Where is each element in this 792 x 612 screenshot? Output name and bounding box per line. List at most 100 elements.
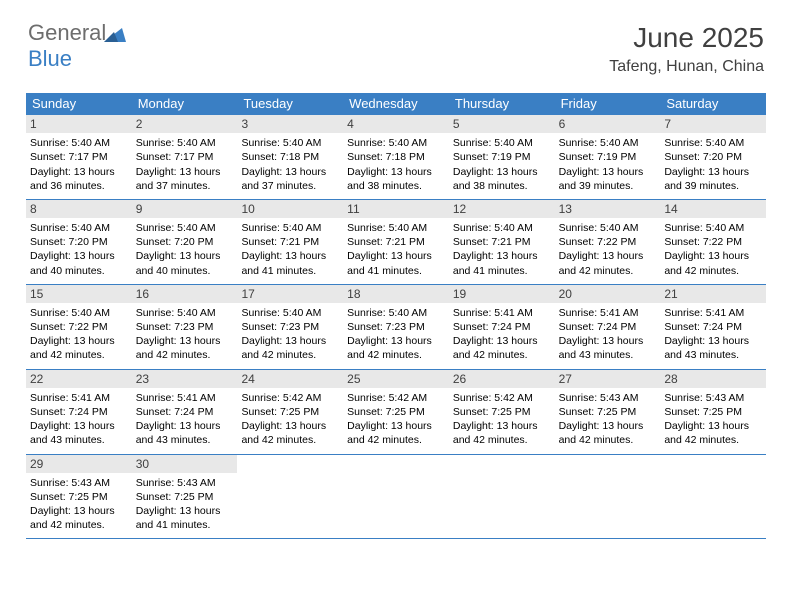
sunset-text: Sunset: 7:21 PM: [241, 235, 339, 249]
day1-text: Daylight: 13 hours: [136, 334, 234, 348]
day2-text: and 42 minutes.: [453, 348, 551, 362]
weekday-header: Thursday: [449, 93, 555, 115]
day-number: 13: [555, 200, 661, 218]
calendar-week: 8Sunrise: 5:40 AMSunset: 7:20 PMDaylight…: [26, 200, 766, 285]
day1-text: Daylight: 13 hours: [136, 165, 234, 179]
calendar-day: 18Sunrise: 5:40 AMSunset: 7:23 PMDayligh…: [343, 285, 449, 369]
calendar-day: 1Sunrise: 5:40 AMSunset: 7:17 PMDaylight…: [26, 115, 132, 199]
day1-text: Daylight: 13 hours: [241, 165, 339, 179]
calendar-day: 7Sunrise: 5:40 AMSunset: 7:20 PMDaylight…: [660, 115, 766, 199]
day-number: 12: [449, 200, 555, 218]
sunset-text: Sunset: 7:24 PM: [136, 405, 234, 419]
calendar-day: 10 Sunrise: 5:40 AMSunset: 7:21 PMDayligh…: [237, 200, 343, 284]
sunset-text: Sunset: 7:18 PM: [241, 150, 339, 164]
calendar-day: 12Sunrise: 5:40 AMSunset: 7:21 PMDayligh…: [449, 200, 555, 284]
day-number: 23: [132, 370, 238, 388]
sunset-text: Sunset: 7:25 PM: [453, 405, 551, 419]
sunset-text: Sunset: 7:19 PM: [559, 150, 657, 164]
sunrise-text: Sunrise: 5:40 AM: [136, 136, 234, 150]
sunset-text: Sunset: 7:23 PM: [241, 320, 339, 334]
sunrise-text: Sunrise: 5:40 AM: [30, 306, 128, 320]
day1-text: Daylight: 13 hours: [30, 165, 128, 179]
sunset-text: Sunset: 7:23 PM: [136, 320, 234, 334]
day-number: 21: [660, 285, 766, 303]
weekday-header: Monday: [132, 93, 238, 115]
logo-text-1: General: [28, 20, 106, 45]
calendar-day-empty: [343, 455, 449, 539]
day-number: 29: [26, 455, 132, 473]
day-number: 20: [555, 285, 661, 303]
calendar-week: 22Sunrise: 5:41 AMSunset: 7:24 PMDayligh…: [26, 370, 766, 455]
sunset-text: Sunset: 7:25 PM: [136, 490, 234, 504]
weekday-header-row: Sunday Monday Tuesday Wednesday Thursday…: [26, 93, 766, 115]
day1-text: Daylight: 13 hours: [241, 249, 339, 263]
sunrise-text: Sunrise: 5:42 AM: [347, 391, 445, 405]
sunset-text: Sunset: 7:25 PM: [559, 405, 657, 419]
day2-text: and 43 minutes.: [30, 433, 128, 447]
calendar-day: 14Sunrise: 5:40 AMSunset: 7:22 PMDayligh…: [660, 200, 766, 284]
calendar-day-empty: [237, 455, 343, 539]
day1-text: Daylight: 13 hours: [453, 249, 551, 263]
logo: General Blue: [28, 20, 126, 72]
calendar-day: 8Sunrise: 5:40 AMSunset: 7:20 PMDaylight…: [26, 200, 132, 284]
sunrise-text: Sunrise: 5:40 AM: [241, 221, 339, 235]
sunset-text: Sunset: 7:20 PM: [136, 235, 234, 249]
day-number: 4: [343, 115, 449, 133]
day1-text: Daylight: 13 hours: [664, 419, 762, 433]
sunrise-text: Sunrise: 5:41 AM: [559, 306, 657, 320]
sunset-text: Sunset: 7:23 PM: [347, 320, 445, 334]
day-number: 16: [132, 285, 238, 303]
day1-text: Daylight: 13 hours: [347, 165, 445, 179]
sunrise-text: Sunrise: 5:40 AM: [30, 221, 128, 235]
sunrise-text: Sunrise: 5:42 AM: [241, 391, 339, 405]
sunset-text: Sunset: 7:22 PM: [559, 235, 657, 249]
day1-text: Daylight: 13 hours: [664, 334, 762, 348]
day2-text: and 42 minutes.: [30, 348, 128, 362]
day2-text: and 42 minutes.: [30, 518, 128, 532]
day-number: 18: [343, 285, 449, 303]
day1-text: Daylight: 13 hours: [30, 504, 128, 518]
calendar-day: 4Sunrise: 5:40 AMSunset: 7:18 PMDaylight…: [343, 115, 449, 199]
day2-text: and 43 minutes.: [136, 433, 234, 447]
sunrise-text: Sunrise: 5:40 AM: [559, 221, 657, 235]
day2-text: and 37 minutes.: [136, 179, 234, 193]
day2-text: and 42 minutes.: [664, 264, 762, 278]
sunrise-text: Sunrise: 5:40 AM: [241, 136, 339, 150]
day-number: 10: [237, 200, 343, 218]
calendar-day: 16Sunrise: 5:40 AMSunset: 7:23 PMDayligh…: [132, 285, 238, 369]
sunrise-text: Sunrise: 5:40 AM: [241, 306, 339, 320]
day-number: 28: [660, 370, 766, 388]
calendar-day: 11Sunrise: 5:40 AMSunset: 7:21 PMDayligh…: [343, 200, 449, 284]
day-number: 3: [237, 115, 343, 133]
calendar-day: 26Sunrise: 5:42 AMSunset: 7:25 PMDayligh…: [449, 370, 555, 454]
day-number: 2: [132, 115, 238, 133]
day2-text: and 39 minutes.: [559, 179, 657, 193]
weekday-header: Tuesday: [237, 93, 343, 115]
day1-text: Daylight: 13 hours: [347, 249, 445, 263]
sunset-text: Sunset: 7:24 PM: [30, 405, 128, 419]
day1-text: Daylight: 13 hours: [30, 419, 128, 433]
calendar-day: 27Sunrise: 5:43 AMSunset: 7:25 PMDayligh…: [555, 370, 661, 454]
sunset-text: Sunset: 7:25 PM: [347, 405, 445, 419]
day2-text: and 42 minutes.: [453, 433, 551, 447]
day1-text: Daylight: 13 hours: [136, 249, 234, 263]
day2-text: and 38 minutes.: [453, 179, 551, 193]
calendar-day: 9Sunrise: 5:40 AMSunset: 7:20 PMDaylight…: [132, 200, 238, 284]
day1-text: Daylight: 13 hours: [453, 165, 551, 179]
calendar: Sunday Monday Tuesday Wednesday Thursday…: [26, 93, 766, 539]
day-number: 14: [660, 200, 766, 218]
calendar-day: 29Sunrise: 5:43 AMSunset: 7:25 PMDayligh…: [26, 455, 132, 539]
day-number: 19: [449, 285, 555, 303]
logo-mark-icon: [104, 26, 126, 42]
day2-text: and 41 minutes.: [241, 264, 339, 278]
location-label: Tafeng, Hunan, China: [609, 58, 764, 76]
day-number: 11: [343, 200, 449, 218]
day2-text: and 38 minutes.: [347, 179, 445, 193]
calendar-day: 15Sunrise: 5:40 AMSunset: 7:22 PMDayligh…: [26, 285, 132, 369]
day1-text: Daylight: 13 hours: [559, 334, 657, 348]
day2-text: and 42 minutes.: [347, 433, 445, 447]
calendar-day: 23Sunrise: 5:41 AMSunset: 7:24 PMDayligh…: [132, 370, 238, 454]
sunset-text: Sunset: 7:24 PM: [559, 320, 657, 334]
sunset-text: Sunset: 7:24 PM: [664, 320, 762, 334]
day2-text: and 42 minutes.: [559, 264, 657, 278]
